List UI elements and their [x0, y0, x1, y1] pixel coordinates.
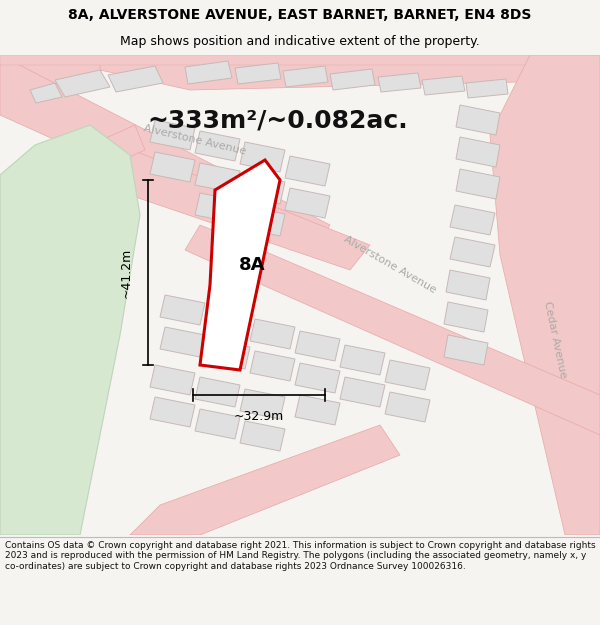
Polygon shape	[250, 319, 295, 349]
Polygon shape	[160, 295, 205, 325]
Polygon shape	[240, 142, 285, 172]
Polygon shape	[340, 345, 385, 375]
Polygon shape	[250, 351, 295, 381]
Polygon shape	[456, 105, 500, 135]
Polygon shape	[130, 425, 400, 535]
Polygon shape	[55, 70, 110, 97]
Polygon shape	[235, 63, 281, 84]
Text: Alverstone Avenue: Alverstone Avenue	[143, 123, 247, 157]
Polygon shape	[466, 79, 508, 98]
Text: ~333m²/~0.082ac.: ~333m²/~0.082ac.	[148, 108, 409, 132]
Text: Map shows position and indicative extent of the property.: Map shows position and indicative extent…	[120, 35, 480, 48]
Polygon shape	[0, 55, 330, 255]
Polygon shape	[240, 206, 285, 236]
Text: Alverstone Avenue: Alverstone Avenue	[342, 234, 438, 296]
Text: ~41.2m: ~41.2m	[119, 248, 133, 298]
Polygon shape	[90, 125, 145, 170]
Polygon shape	[385, 360, 430, 390]
Polygon shape	[200, 160, 280, 370]
Polygon shape	[456, 169, 500, 199]
Polygon shape	[150, 365, 195, 395]
Polygon shape	[185, 225, 600, 435]
Polygon shape	[422, 76, 465, 95]
Polygon shape	[0, 55, 600, 65]
Polygon shape	[385, 392, 430, 422]
Polygon shape	[295, 395, 340, 425]
Polygon shape	[240, 389, 285, 419]
Polygon shape	[100, 55, 600, 90]
Polygon shape	[295, 331, 340, 361]
Polygon shape	[340, 377, 385, 407]
Text: 8A, ALVERSTONE AVENUE, EAST BARNET, BARNET, EN4 8DS: 8A, ALVERSTONE AVENUE, EAST BARNET, BARN…	[68, 8, 532, 22]
Polygon shape	[285, 156, 330, 186]
Polygon shape	[285, 188, 330, 218]
Polygon shape	[185, 61, 232, 84]
Polygon shape	[75, 145, 370, 270]
Polygon shape	[150, 120, 195, 150]
Polygon shape	[195, 409, 240, 439]
Text: Contains OS data © Crown copyright and database right 2021. This information is : Contains OS data © Crown copyright and d…	[5, 541, 596, 571]
Polygon shape	[378, 73, 421, 92]
Polygon shape	[195, 131, 240, 161]
Polygon shape	[160, 327, 205, 357]
Polygon shape	[456, 137, 500, 167]
Polygon shape	[0, 55, 120, 105]
Polygon shape	[330, 69, 375, 90]
Polygon shape	[240, 174, 285, 204]
Polygon shape	[240, 421, 285, 451]
Polygon shape	[108, 66, 163, 92]
Polygon shape	[450, 205, 495, 235]
Polygon shape	[195, 377, 240, 407]
Polygon shape	[446, 270, 490, 300]
Polygon shape	[295, 363, 340, 393]
Polygon shape	[195, 163, 240, 193]
Polygon shape	[444, 335, 488, 365]
Polygon shape	[283, 66, 328, 87]
Text: ~32.9m: ~32.9m	[234, 411, 284, 424]
Text: 8A: 8A	[239, 256, 265, 274]
Polygon shape	[205, 307, 250, 337]
Polygon shape	[205, 339, 250, 369]
Polygon shape	[150, 152, 195, 182]
Polygon shape	[30, 83, 62, 103]
Polygon shape	[195, 193, 240, 223]
Polygon shape	[490, 55, 600, 535]
Text: Cedar Avenue: Cedar Avenue	[542, 301, 568, 379]
Polygon shape	[450, 237, 495, 267]
Polygon shape	[444, 302, 488, 332]
Polygon shape	[150, 397, 195, 427]
Polygon shape	[0, 125, 140, 535]
